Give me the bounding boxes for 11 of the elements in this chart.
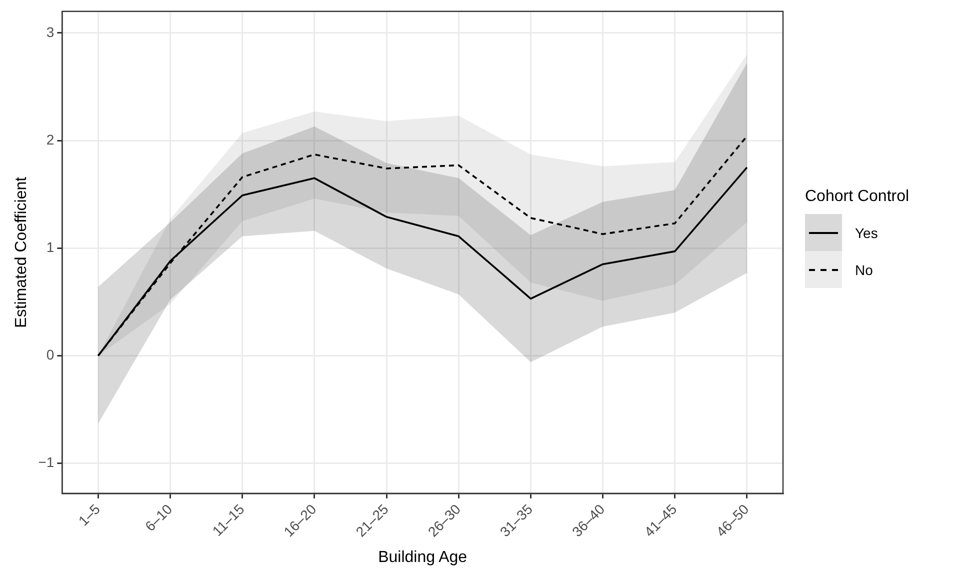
y-tick-label: 3 [46, 24, 54, 40]
y-tick-label: 1 [46, 238, 54, 255]
legend-label: No [855, 262, 873, 278]
y-axis-title: Estimated Coefficient [13, 176, 30, 328]
x-axis-title: Building Age [378, 548, 468, 566]
y-tick-label: −1 [38, 454, 54, 470]
y-tick-label: 0 [46, 346, 54, 363]
legend-label: Yes [855, 224, 878, 240]
y-tick-label: 2 [46, 131, 54, 148]
x-tick-label: 1–5 [75, 500, 104, 529]
legend-title: Cohort Control [805, 188, 910, 206]
